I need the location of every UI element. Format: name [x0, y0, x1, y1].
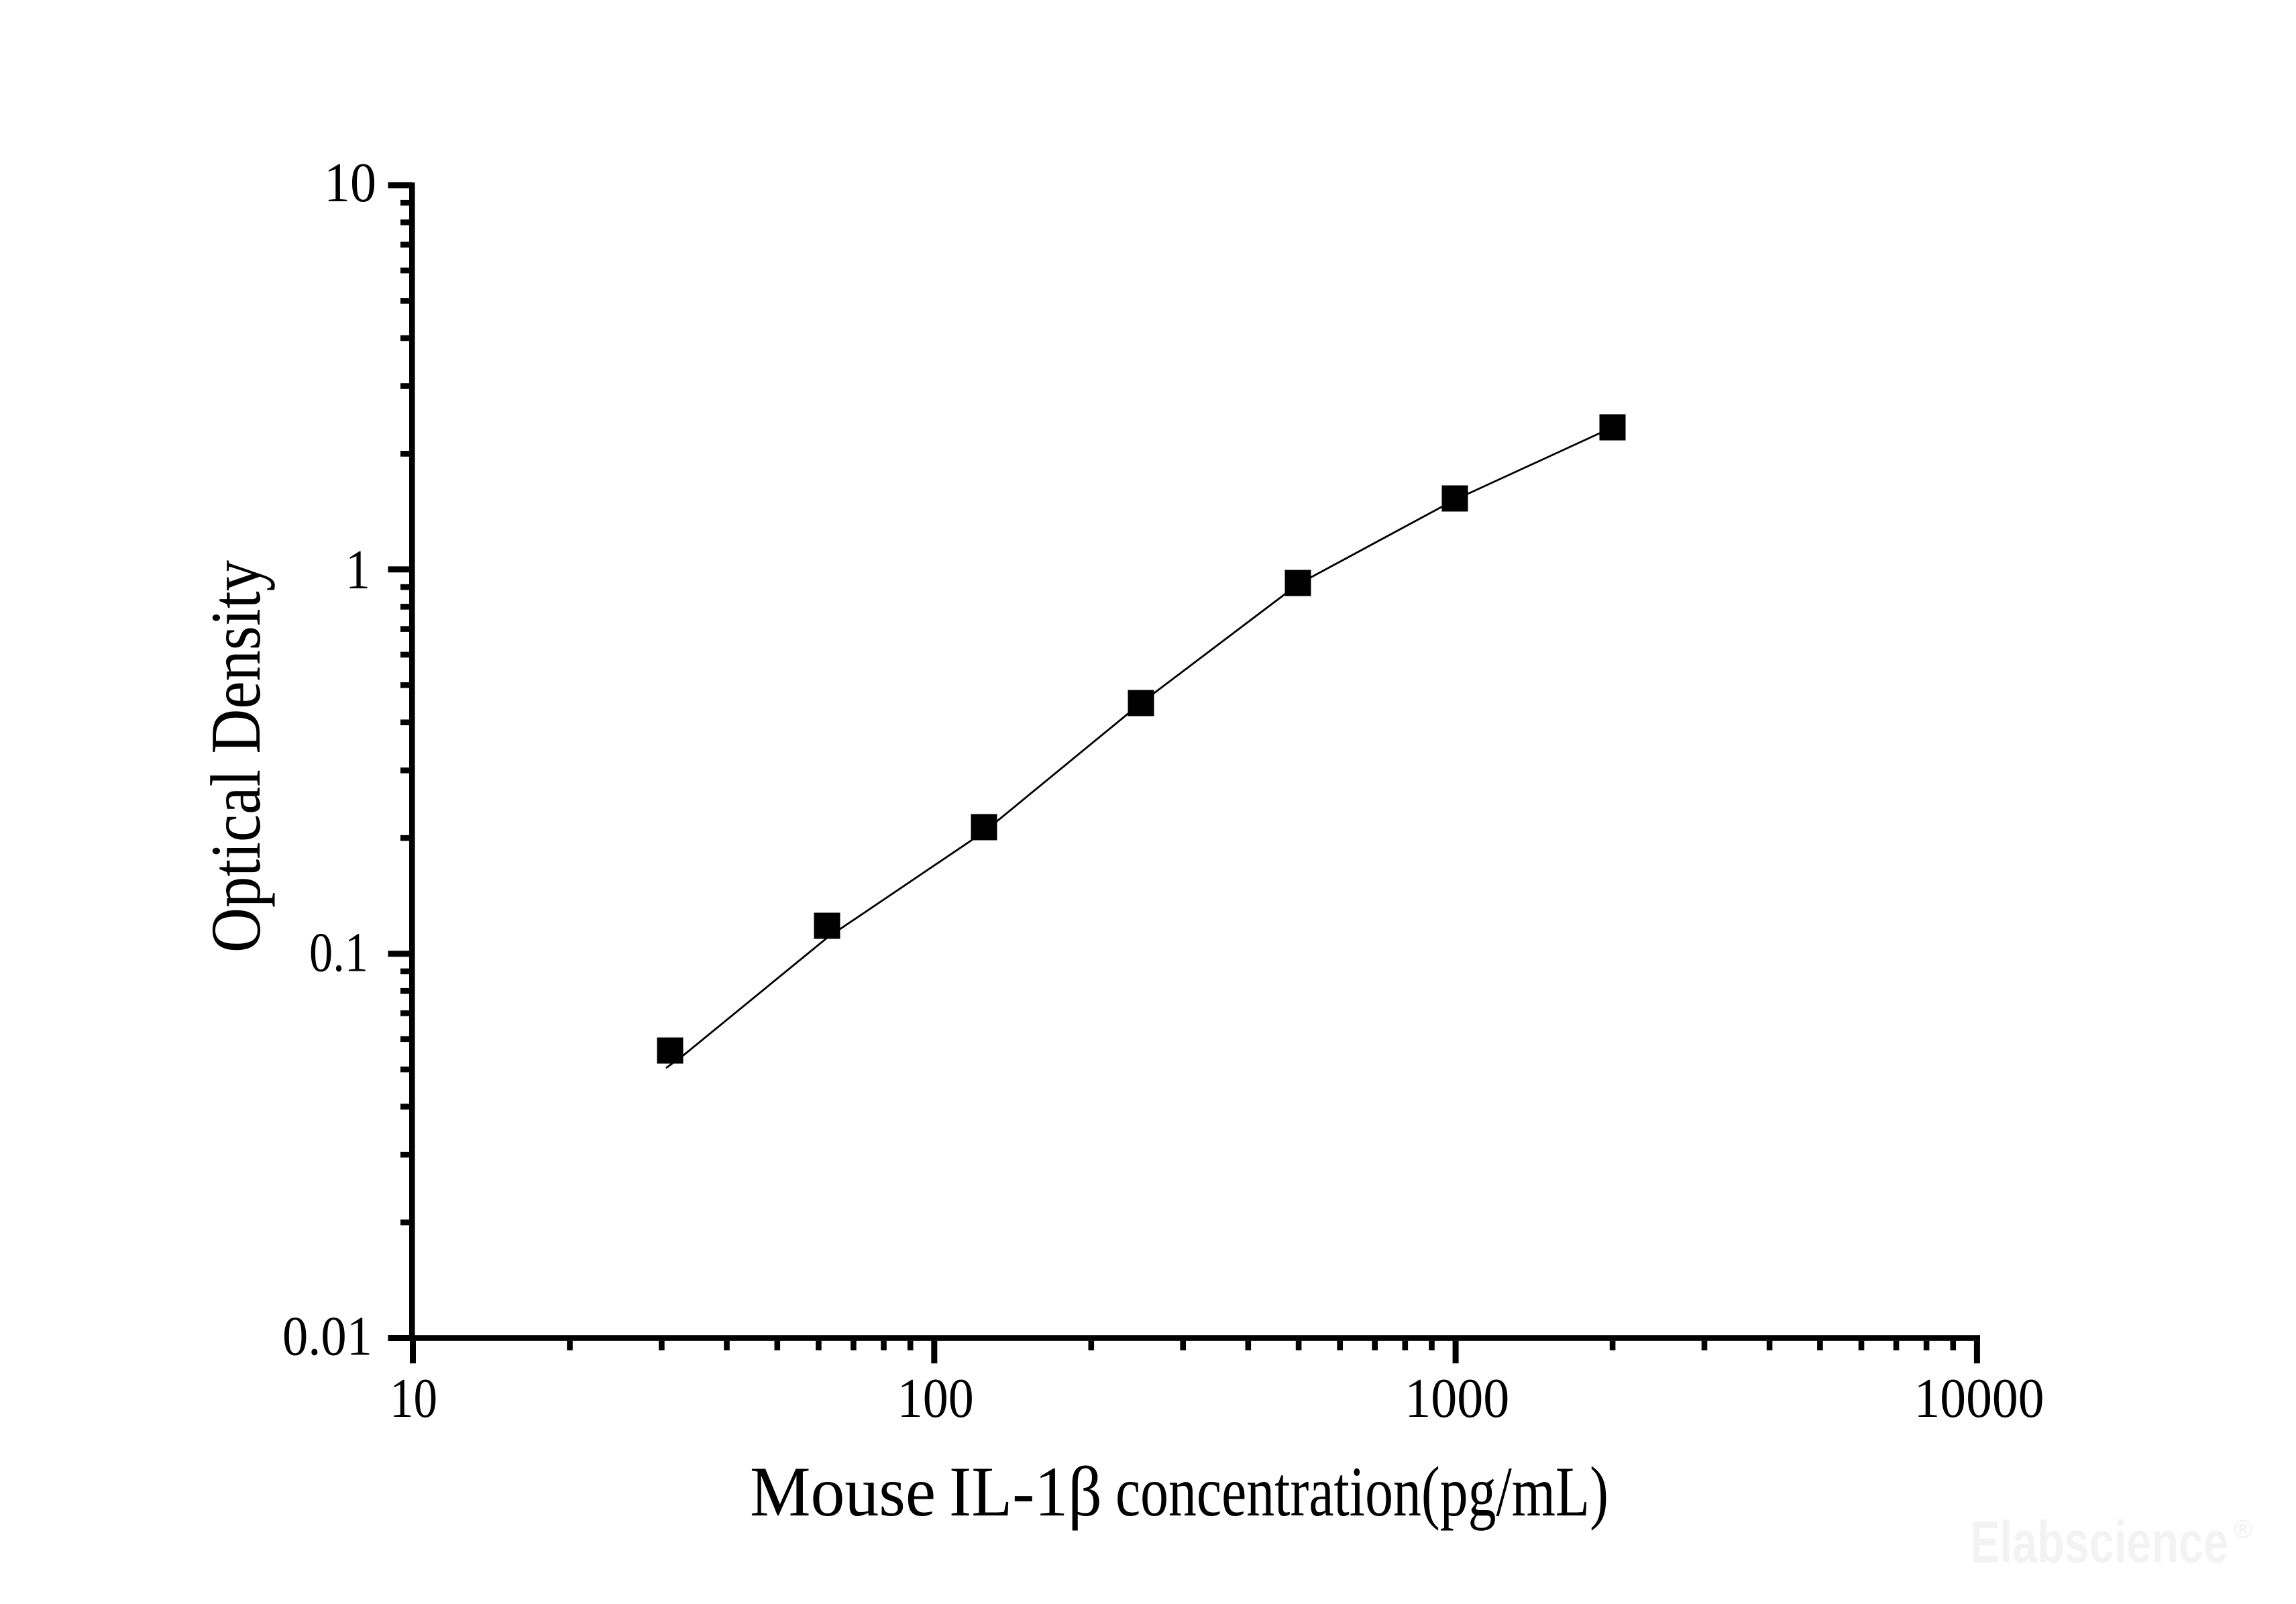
svg-text:10: 10	[324, 152, 376, 214]
svg-text:concentration(pg/mL): concentration(pg/mL)	[1115, 1452, 1608, 1531]
svg-text:0.01: 0.01	[282, 1305, 372, 1368]
svg-text:Optical Density: Optical Density	[197, 560, 275, 953]
svg-text:Elabscience: Elabscience	[1970, 1509, 2228, 1575]
svg-text:®: ®	[2234, 1515, 2252, 1544]
svg-text:10: 10	[390, 1367, 437, 1430]
svg-text:1: 1	[345, 539, 370, 601]
svg-text:100: 100	[897, 1367, 974, 1430]
svg-text:1000: 1000	[1405, 1367, 1509, 1430]
svg-text:0.1: 0.1	[309, 922, 368, 984]
svg-text:IL-1β: IL-1β	[949, 1452, 1102, 1531]
svg-text:Mouse: Mouse	[750, 1452, 936, 1531]
svg-text:10000: 10000	[1914, 1367, 2044, 1430]
